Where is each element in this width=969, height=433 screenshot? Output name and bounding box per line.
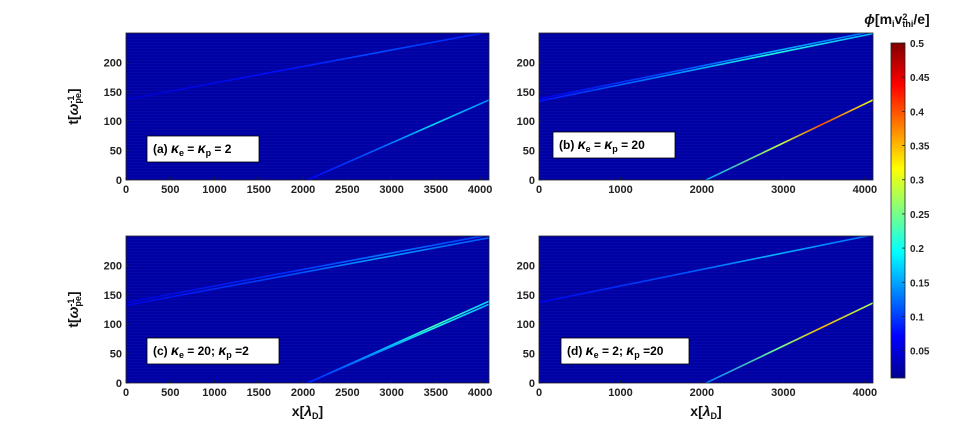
y-tick-label: 150 <box>104 87 122 99</box>
colorbar-tick-label: 0.5 <box>910 39 924 50</box>
colorbar-tick-label: 0.4 <box>910 107 924 118</box>
y-tick-label: 150 <box>517 87 535 99</box>
colorbar: 0.5 0.45 0.4 0.35 0.3 0.25 0.2 0.15 0.1 0.05 ϕ[miv… <box>864 11 930 379</box>
panel-label-box <box>146 135 260 163</box>
axes-frame <box>125 235 490 384</box>
x-tick-label: 1000 <box>202 184 226 196</box>
x-tick-label: 1500 <box>247 387 271 399</box>
wavefront-ray <box>126 236 488 304</box>
panel-label: (d) κe = 2; κp =20 <box>567 342 664 360</box>
x-axis-label: x[λD] <box>690 403 721 421</box>
wavefront-ray <box>539 33 873 103</box>
y-tick-label: 200 <box>517 57 535 69</box>
y-tick-label: 0 <box>116 175 122 187</box>
panel-label-box <box>552 131 676 159</box>
x-tick-label: 1000 <box>608 184 632 196</box>
y-axis-label: t[ω-1pe] <box>65 291 83 327</box>
wavefront-ray <box>126 33 488 101</box>
y-tick-label: 200 <box>104 260 122 272</box>
wavefront-ray <box>126 236 489 307</box>
x-tick-label: 2000 <box>690 387 714 399</box>
y-tick-label: 200 <box>517 260 535 272</box>
y-tick-label: 100 <box>104 116 122 128</box>
y-tick-label: 150 <box>104 290 122 302</box>
wavefront-ray <box>705 99 873 180</box>
x-axis-label: x[λD] <box>292 403 323 421</box>
panel-label: (c) κe = 20; κp =2 <box>153 342 249 360</box>
x-tick-label: 4000 <box>853 387 877 399</box>
x-tick-label: 4000 <box>468 387 492 399</box>
colorbar-tick-label: 0.1 <box>910 312 924 323</box>
panel-label-box <box>146 337 280 365</box>
y-tick-label: 0 <box>529 378 535 390</box>
x-tick-label: 500 <box>161 387 179 399</box>
y-tick-label: 0 <box>116 378 122 390</box>
y-tick-label: 100 <box>517 116 535 128</box>
x-tick-label: 0 <box>536 387 542 399</box>
x-tick-label: 3000 <box>771 184 795 196</box>
panel-d: 0 1000 2000 3000 4000 0 50 100 150 200 (d) κe = 2;… <box>517 235 877 421</box>
x-tick-label: 0 <box>536 184 542 196</box>
y-tick-label: 50 <box>523 146 535 158</box>
x-tick-label: 2500 <box>335 184 359 196</box>
x-tick-label: 2500 <box>335 387 359 399</box>
wavefront-ray <box>539 236 872 304</box>
y-tick-label: 150 <box>517 290 535 302</box>
colorbar-tick-label: 0.3 <box>910 176 924 187</box>
x-tick-label: 0 <box>123 387 129 399</box>
x-tick-label: 3000 <box>379 184 403 196</box>
x-tick-label: 3500 <box>424 184 448 196</box>
y-tick-label: 50 <box>110 349 122 361</box>
x-tick-label: 3500 <box>424 387 448 399</box>
axes-frame <box>538 235 874 384</box>
colorbar-tick-label: 0.25 <box>910 210 930 221</box>
axes-frame <box>538 32 874 181</box>
x-tick-label: 3000 <box>771 387 795 399</box>
colorbar-tick-label: 0.2 <box>910 244 924 255</box>
y-tick-label: 50 <box>110 146 122 158</box>
wavefront-ray <box>705 302 873 383</box>
x-tick-label: 1500 <box>247 184 271 196</box>
colorbar-tick-label: 0.45 <box>910 73 930 84</box>
x-tick-label: 4000 <box>468 184 492 196</box>
y-axis-label: t[ω-1pe] <box>65 88 83 124</box>
wavefront-ray <box>306 99 489 180</box>
colorbar-tick-label: 0.15 <box>910 278 930 289</box>
y-tick-label: 200 <box>104 57 122 69</box>
x-tick-label: 1000 <box>608 387 632 399</box>
colorbar-gradient <box>890 42 906 379</box>
colorbar-tick-label: 0.35 <box>910 142 930 153</box>
y-tick-label: 100 <box>517 319 535 331</box>
y-tick-label: 100 <box>104 319 122 331</box>
x-tick-label: 2000 <box>690 184 714 196</box>
y-tick-label: 50 <box>523 349 535 361</box>
x-tick-label: 4000 <box>853 184 877 196</box>
panel-c: 0 500 1000 1500 2000 2500 3000 3500 4000 0 50 100 15… <box>65 235 492 421</box>
panel-label: (b) κe = κp = 20 <box>559 136 645 154</box>
x-tick-label: 3000 <box>379 387 403 399</box>
x-tick-label: 2000 <box>291 184 315 196</box>
x-tick-label: 1000 <box>202 387 226 399</box>
panel-a: 0 500 1000 1500 2000 2500 3000 3500 4000 0 50 100 15… <box>65 32 492 196</box>
wavefront-ray <box>306 300 489 383</box>
x-tick-label: 500 <box>161 184 179 196</box>
y-tick-label: 0 <box>529 175 535 187</box>
wavefront-ray <box>539 33 869 100</box>
colorbar-tick-label: 0.05 <box>910 347 930 358</box>
panel-label: (a) κe = κp = 2 <box>153 140 232 158</box>
x-tick-label: 2000 <box>291 387 315 399</box>
panel-label-box <box>560 337 690 365</box>
axes-frame <box>125 32 490 181</box>
panel-b: 0 1000 2000 3000 4000 0 50 100 150 200 (b) κe = κp… <box>517 32 877 196</box>
colorbar-title: ϕ[miv2 thi/e] <box>864 11 929 29</box>
x-tick-label: 0 <box>123 184 129 196</box>
